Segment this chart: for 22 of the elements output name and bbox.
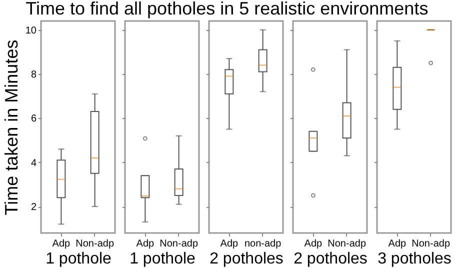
x-axis-title: 1 pothole <box>46 250 112 268</box>
x-tick-label: non-adp <box>244 238 282 250</box>
x-tick-label: Non-adp <box>160 238 198 250</box>
x-tick-label: Non-adp <box>76 238 114 250</box>
x-tick-label: Adp <box>304 238 323 250</box>
x-axis-title: 2 potholes <box>294 250 368 268</box>
x-axis-title: 2 potholes <box>210 250 284 268</box>
x-tick-label: Adp <box>220 238 239 250</box>
x-axis-title: 3 potholes <box>378 250 452 268</box>
x-tick-label: Non-adp <box>412 238 450 250</box>
text: Time to find all potholes in 5 realistic environments <box>26 0 428 18</box>
y-axis-title: Time taken in Minutes <box>1 40 22 216</box>
y-tick-label: 10 <box>25 25 37 36</box>
x-tick-label: Adp <box>136 238 155 250</box>
x-axis-title: 1 pothole <box>130 250 196 268</box>
x-tick-label: Adp <box>388 238 407 250</box>
y-tick-label: 2 <box>30 202 37 213</box>
x-tick-label: Non-adp <box>328 238 366 250</box>
y-tick-label: 4 <box>30 158 37 169</box>
x-tick-label: Adp <box>52 238 71 250</box>
y-tick-label: 6 <box>30 114 37 125</box>
y-tick-label: 8 <box>30 70 37 80</box>
